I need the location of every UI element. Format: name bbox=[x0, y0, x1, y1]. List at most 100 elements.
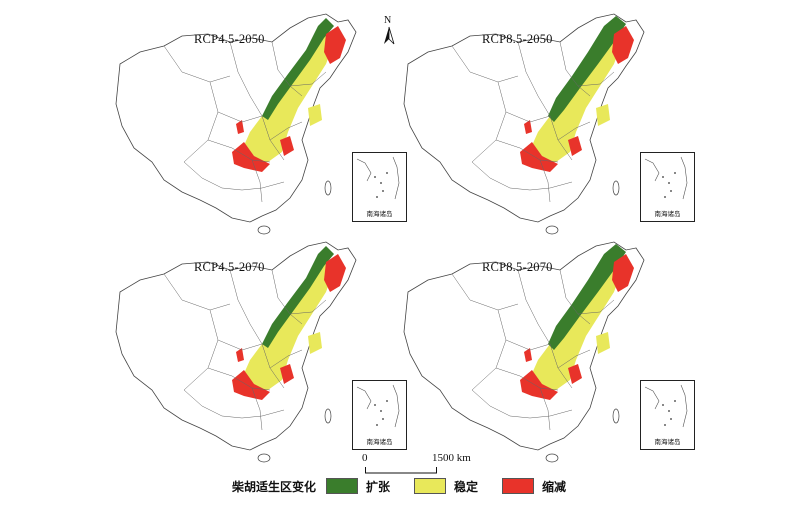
province-boundary bbox=[537, 95, 573, 161]
zone-reduction-west bbox=[524, 120, 532, 134]
zone-reduction-central bbox=[568, 364, 582, 384]
suitability-zones bbox=[232, 18, 346, 172]
zone-reduction-central bbox=[280, 364, 294, 384]
legend-swatch-reduction bbox=[502, 478, 535, 494]
map-panel-rcp85-2050: RCP8.5-2050 南海诸岛 bbox=[400, 12, 710, 237]
province-boundary bbox=[505, 111, 551, 123]
scale-bar: 0 1500 km bbox=[362, 452, 472, 476]
legend-item-stable: 稳定 bbox=[414, 478, 478, 495]
province-boundary bbox=[557, 121, 591, 141]
province-boundary bbox=[471, 161, 531, 191]
zone-reduction-southwest bbox=[232, 142, 270, 172]
legend-title: 柴胡适生区变化 bbox=[232, 479, 317, 494]
province-boundary bbox=[559, 269, 591, 325]
zone-expansion bbox=[262, 246, 334, 348]
province-boundary bbox=[269, 121, 303, 141]
scale-end-label: 1500 km bbox=[432, 452, 471, 464]
province-boundary bbox=[495, 139, 559, 163]
south-china-sea-inset: 南海诸岛 bbox=[352, 152, 407, 222]
north-arrow-icon bbox=[384, 26, 395, 45]
zone-reduction-southwest bbox=[520, 370, 558, 400]
legend-label-stable: 稳定 bbox=[454, 479, 479, 494]
china-map bbox=[115, 241, 357, 463]
china-map bbox=[403, 241, 645, 463]
panel-title: RCP8.5-2050 bbox=[482, 32, 553, 46]
map-panel-rcp45-2070: RCP4.5-2070 南海诸岛 bbox=[112, 240, 422, 465]
province-boundary bbox=[471, 309, 507, 391]
province-boundary bbox=[471, 81, 507, 163]
zone-reduction-southwest bbox=[232, 370, 270, 400]
zone-reduction-west bbox=[236, 120, 244, 134]
zone-reduction-west bbox=[524, 348, 532, 362]
scale-start-label: 0 bbox=[362, 452, 368, 464]
legend-label-expansion: 扩张 bbox=[366, 479, 391, 494]
zone-reduction-west bbox=[236, 348, 244, 362]
province-boundary bbox=[471, 389, 531, 419]
province-boundary bbox=[529, 181, 573, 191]
province-boundary bbox=[249, 95, 285, 161]
province-boundary bbox=[183, 309, 219, 391]
zone-stable-shandong bbox=[308, 104, 322, 126]
province-boundary bbox=[495, 367, 559, 391]
province-boundary bbox=[251, 159, 263, 203]
province-boundary bbox=[163, 273, 231, 311]
zone-reduction-northeast bbox=[612, 254, 634, 292]
inset-label: 南海诸岛 bbox=[366, 438, 393, 446]
scale-line bbox=[365, 467, 437, 474]
province-boundary bbox=[517, 269, 539, 325]
inset-label: 南海诸岛 bbox=[366, 210, 393, 218]
legend-label-reduction: 缩减 bbox=[542, 479, 567, 494]
province-boundary bbox=[241, 409, 285, 419]
inset-map bbox=[356, 384, 400, 428]
hainan-island bbox=[545, 225, 559, 235]
province-boundary bbox=[249, 323, 285, 389]
province-boundary bbox=[183, 81, 219, 163]
zone-expansion bbox=[262, 18, 334, 120]
taiwan-island bbox=[612, 180, 620, 196]
inset-label: 南海诸岛 bbox=[654, 210, 681, 218]
south-china-sea-inset: 南海诸岛 bbox=[640, 380, 695, 450]
inset-map bbox=[644, 384, 688, 428]
suitability-zones bbox=[232, 246, 346, 400]
province-boundary bbox=[505, 339, 551, 351]
zone-stable-shandong bbox=[596, 104, 610, 126]
legend-swatch-expansion bbox=[326, 478, 359, 494]
province-boundary bbox=[217, 111, 263, 123]
province-boundary bbox=[559, 41, 591, 97]
province-boundary bbox=[577, 299, 615, 315]
taiwan-island bbox=[324, 180, 332, 196]
north-arrow: N bbox=[380, 15, 398, 46]
inset-label: 南海诸岛 bbox=[654, 438, 681, 446]
panel-title: RCP8.5-2070 bbox=[482, 260, 553, 274]
hainan-island bbox=[257, 225, 271, 235]
province-boundary bbox=[451, 45, 519, 83]
province-boundary bbox=[517, 41, 539, 97]
legend-swatch-stable bbox=[414, 478, 447, 494]
province-boundary bbox=[183, 161, 243, 191]
province-boundary bbox=[577, 71, 615, 87]
province-boundary bbox=[163, 45, 231, 83]
zone-expansion bbox=[548, 16, 626, 122]
province-boundary bbox=[251, 387, 263, 431]
south-china-sea-inset: 南海诸岛 bbox=[640, 152, 695, 222]
province-boundary bbox=[451, 273, 519, 311]
province-boundary bbox=[289, 299, 327, 315]
zone-reduction-northeast bbox=[612, 26, 634, 64]
province-boundary bbox=[539, 387, 551, 431]
zone-stable-shandong bbox=[308, 332, 322, 354]
panel-title: RCP4.5-2050 bbox=[194, 32, 265, 46]
province-boundary bbox=[557, 349, 591, 369]
zone-reduction-central bbox=[280, 136, 294, 156]
zone-stable bbox=[242, 258, 334, 390]
province-boundary bbox=[537, 323, 573, 389]
province-boundary bbox=[229, 269, 251, 325]
inset-map bbox=[356, 156, 400, 200]
province-boundary bbox=[217, 339, 263, 351]
map-panel-rcp45-2050: RCP4.5-2050 南海诸岛 bbox=[112, 12, 422, 237]
province-boundary bbox=[183, 389, 243, 419]
province-boundary bbox=[271, 41, 303, 97]
suitability-zones bbox=[520, 244, 634, 400]
taiwan-island bbox=[324, 408, 332, 424]
province-boundary bbox=[529, 409, 573, 419]
province-boundary bbox=[289, 71, 327, 87]
